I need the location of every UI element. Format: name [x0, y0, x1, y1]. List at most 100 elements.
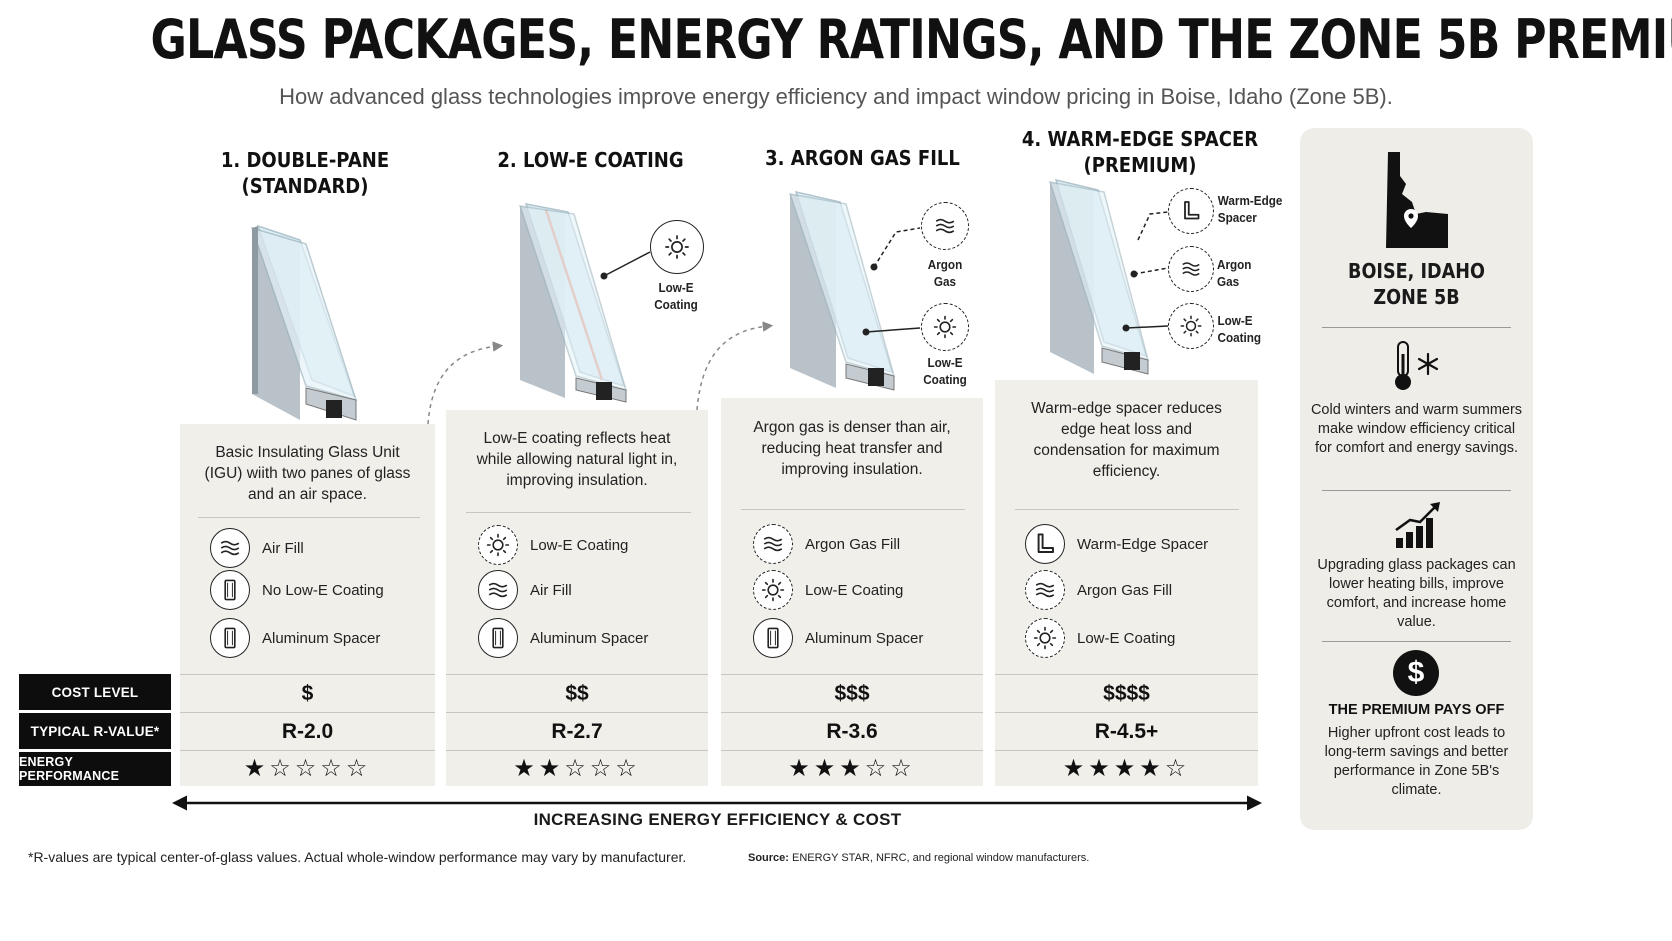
- star-empty-icon: ☆: [890, 755, 916, 782]
- r-value-cell: R-2.7: [446, 712, 708, 750]
- star-rating: ★ ★ ☆ ☆ ☆: [446, 750, 708, 786]
- callout-warm-edge-icon: [1168, 188, 1214, 234]
- feature-item: Warm-Edge Spacer: [1025, 524, 1208, 564]
- column-title-2: 2. LOW-E COATING: [497, 148, 684, 172]
- sun-icon: [753, 570, 793, 610]
- spacer-bar-icon: [210, 618, 250, 658]
- source-note: Source: ENERGY STAR, NFRC, and regional …: [748, 852, 1090, 864]
- sidebar-divider: [1322, 327, 1511, 328]
- panel-divider: [1015, 509, 1239, 510]
- panel-description: Basic Insulating Glass Unit (IGU) wiith …: [204, 444, 411, 503]
- star-filled-icon: ★: [1088, 755, 1114, 782]
- callout-argon-icon-4: [1168, 246, 1214, 292]
- panel-argon: Argon gas is denser than air, reducing h…: [721, 398, 983, 786]
- window-illustration-low-e: [518, 203, 651, 403]
- star-filled-icon: ★: [1139, 755, 1165, 782]
- r-value-cell: R-2.0: [180, 712, 435, 750]
- star-rating: ★ ★ ★ ★ ☆: [995, 750, 1258, 786]
- star-filled-icon: ★: [243, 755, 270, 782]
- star-empty-icon: ☆: [615, 755, 641, 782]
- star-empty-icon: ☆: [345, 755, 372, 782]
- column-title-3: 3. ARGON GAS FILL: [765, 146, 960, 170]
- star-filled-icon: ★: [538, 755, 565, 782]
- panel-description: Warm-edge spacer reduces edge heat loss …: [1031, 400, 1222, 480]
- callout-argon-gas-icon: [921, 202, 969, 250]
- panel-warm-edge: Warm-edge spacer reduces edge heat loss …: [995, 380, 1258, 786]
- star-rating: ★ ★ ★ ☆ ☆: [721, 750, 983, 786]
- callout-argon-label-4: Argon Gas: [1217, 257, 1252, 289]
- feature-item: Argon Gas Fill: [753, 524, 900, 564]
- idaho-map-icon: [1386, 152, 1448, 248]
- sidebar-title: BOISE, IDAHO ZONE 5B: [1348, 259, 1485, 309]
- sidebar-premium-heading: THE PREMIUM PAYS OFF: [1328, 702, 1505, 718]
- progress-arrow-2: [696, 321, 774, 411]
- sidebar-climate-text: Cold winters and warm summers make windo…: [1310, 402, 1523, 456]
- callout-argon-gas-label: Argon Gas: [927, 257, 963, 289]
- panel-description: Low-E coating reflects heat while allowi…: [476, 430, 678, 489]
- panel-divider: [198, 517, 420, 518]
- bar-chart-growth-icon: [1395, 502, 1440, 548]
- star-filled-icon: ★: [513, 755, 539, 782]
- callout-low-e-icon: [650, 220, 704, 274]
- row-label-energy: ENERGY PERFORMANCE: [19, 752, 171, 786]
- column-title-1: 1. DOUBLE-PANE (STANDARD): [220, 148, 390, 198]
- feature-item: Aluminum Spacer: [753, 618, 923, 658]
- star-empty-icon: ☆: [564, 755, 590, 782]
- cost-cell: $$$$: [995, 674, 1258, 712]
- row-label-cost: COST LEVEL: [19, 674, 171, 710]
- callout-warm-edge-label: Warm-Edge Spacer: [1217, 193, 1283, 225]
- sidebar-divider: [1322, 641, 1511, 642]
- thermometer-snowflake-icon: [1395, 341, 1439, 390]
- sun-icon: [478, 525, 518, 565]
- panel-divider: [741, 509, 965, 510]
- footnote: *R-values are typical center-of-glass va…: [28, 849, 687, 865]
- feature-item: Low-E Coating: [1025, 618, 1175, 658]
- sidebar-divider: [1322, 490, 1511, 491]
- sun-icon: [1025, 618, 1065, 658]
- efficiency-axis-label: INCREASING ENERGY EFFICIENCY & COST: [533, 810, 902, 829]
- callout-low-e-coating-icon: [921, 303, 969, 351]
- star-empty-icon: ☆: [1164, 755, 1191, 782]
- sidebar-upgrade-text: Upgrading glass packages can lower heati…: [1317, 557, 1516, 630]
- feature-item: No Low-E Coating: [210, 570, 384, 610]
- star-empty-icon: ☆: [320, 755, 346, 782]
- air-wave-icon: [210, 528, 250, 568]
- window-illustration-warm-edge: [1048, 178, 1169, 375]
- panel-double-pane: Basic Insulating Glass Unit (IGU) wiith …: [180, 424, 435, 786]
- progress-arrow-1: [427, 341, 504, 425]
- callout-low-e-coating-label: Low-E Coating: [923, 355, 967, 387]
- air-wave-icon: [478, 570, 518, 610]
- callout-low-e-icon-4: [1168, 303, 1214, 349]
- callout-low-e-label-4: Low-E Coating: [1217, 313, 1262, 345]
- sidebar-boise: BOISE, IDAHO ZONE 5B Cold winters and war…: [1300, 128, 1533, 830]
- feature-item: Low-E Coating: [478, 525, 628, 565]
- r-value-cell: R-3.6: [721, 712, 983, 750]
- spacer-bar-icon: [753, 618, 793, 658]
- dollar-icon: $: [1393, 650, 1439, 696]
- page-title: GLASS PACKAGES, ENERGY RATINGS, AND THE …: [150, 8, 1672, 71]
- sidebar-premium-text: Higher upfront cost leads to long-term s…: [1324, 725, 1509, 798]
- star-empty-icon: ☆: [589, 755, 616, 782]
- air-wave-icon: [1025, 570, 1065, 610]
- feature-item: Aluminum Spacer: [210, 618, 380, 658]
- cost-cell: $: [180, 674, 435, 712]
- star-rating: ★ ☆ ☆ ☆ ☆: [180, 750, 435, 786]
- row-label-r-value: TYPICAL R-VALUE*: [19, 713, 171, 749]
- cost-cell: $$$: [721, 674, 983, 712]
- panel-description: Argon gas is denser than air, reducing h…: [753, 419, 951, 478]
- spacer-bar-icon: [478, 618, 518, 658]
- panel-low-e: Low-E coating reflects heat while allowi…: [446, 410, 708, 786]
- air-wave-icon: [753, 524, 793, 564]
- l-spacer-icon: [1025, 524, 1065, 564]
- star-filled-icon: ★: [839, 755, 865, 782]
- feature-item: Low-E Coating: [753, 570, 903, 610]
- feature-item: Air Fill: [210, 528, 304, 568]
- star-filled-icon: ★: [813, 755, 840, 782]
- page-subtitle: How advanced glass technologies improve …: [279, 84, 1393, 109]
- panel-divider: [466, 512, 691, 513]
- star-filled-icon: ★: [1113, 755, 1140, 782]
- star-empty-icon: ☆: [269, 755, 295, 782]
- star-filled-icon: ★: [1062, 755, 1089, 782]
- r-value-cell: R-4.5+: [995, 712, 1258, 750]
